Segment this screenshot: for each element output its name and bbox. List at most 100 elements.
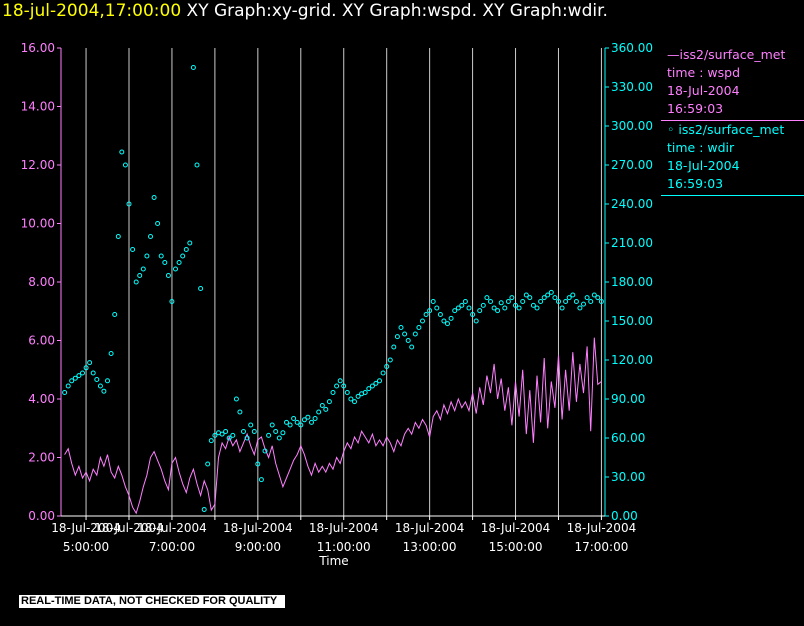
x-tick-date: 18-Jul-2004 <box>567 521 637 535</box>
wdir-point <box>298 422 304 428</box>
wdir-point <box>455 305 461 311</box>
wdir-point <box>294 419 300 425</box>
wdir-point <box>119 149 125 155</box>
wdir-point <box>581 301 586 307</box>
wdir-point <box>226 435 232 441</box>
wdir-point <box>470 312 476 317</box>
y-right-tick-label: 240.00 <box>611 197 653 211</box>
wdir-point <box>237 409 243 415</box>
wdir-point <box>72 375 78 381</box>
legend: —iss2/surface_met time : wspd 18-Jul-200… <box>661 46 804 196</box>
wdir-point <box>513 302 518 308</box>
y-left-tick-label: 8.00 <box>28 275 55 289</box>
wdir-point <box>598 299 604 304</box>
wdir-point <box>126 201 132 207</box>
wdir-point <box>452 308 458 314</box>
chart-title: 18-jul-2004,17:00:00 XY Graph:xy-grid. X… <box>2 1 608 21</box>
y-left-tick-label: 4.00 <box>28 392 55 406</box>
wdir-point <box>76 373 82 379</box>
x-tick-time: 15:00:00 <box>489 540 543 554</box>
wdir-point <box>180 253 186 259</box>
wdir-point <box>409 344 415 350</box>
wdir-point <box>563 299 569 304</box>
wdir-point <box>80 370 85 376</box>
axes <box>57 47 609 520</box>
wdir-point <box>394 334 400 340</box>
wdir-point <box>420 318 425 324</box>
wdir-point <box>291 416 297 421</box>
y-right-tick-label: 300.00 <box>611 119 653 133</box>
wdir-point <box>530 302 536 308</box>
y-right-tick-label: 360.00 <box>611 41 653 55</box>
wdir-point <box>212 432 218 438</box>
wdir-point <box>115 234 121 239</box>
x-tick-date: 18-Jul-2004 <box>223 521 293 535</box>
wdir-point <box>473 318 479 324</box>
wdir-point <box>548 289 554 295</box>
wspd-line <box>64 337 602 515</box>
axis-labels: 18-Jul-20045:00:0018-Jul-200418-Jul-2004… <box>21 41 653 568</box>
wdir-point <box>151 195 157 200</box>
wdir-point <box>241 429 246 434</box>
wdir-point <box>140 266 146 272</box>
legend-wdir-time: 16:59:03 <box>667 176 724 191</box>
wdir-point <box>556 299 561 304</box>
wdir-point <box>369 383 375 389</box>
legend-wdir-var: time : wdir <box>667 140 735 155</box>
wdir-point <box>566 295 572 301</box>
wdir-point <box>584 295 590 301</box>
wdir-point <box>122 162 128 168</box>
legend-wspd-date: 18-Jul-2004 <box>667 83 740 98</box>
wdir-point <box>223 429 229 434</box>
y-right-tick-label: 270.00 <box>611 158 653 172</box>
wdir-point <box>69 378 75 384</box>
wdir-point <box>219 431 225 437</box>
x-axis-label: Time <box>318 554 348 568</box>
x-tick-time: 5:00:00 <box>63 540 109 554</box>
wdir-point <box>83 365 89 371</box>
title-graph-list: XY Graph:xy-grid. XY Graph:wspd. XY Grap… <box>186 1 608 21</box>
wdir-point <box>341 383 347 389</box>
wdir-point <box>330 390 336 395</box>
wdir-point <box>248 422 254 428</box>
wdir-point <box>480 302 486 308</box>
wdir-point <box>90 370 96 376</box>
wdir-point <box>416 325 422 330</box>
wdir-point <box>509 295 515 301</box>
wdir-point <box>301 417 307 423</box>
wdir-point <box>491 305 497 311</box>
wdir-point <box>398 325 404 330</box>
wdir-point <box>87 360 93 366</box>
wspd-series <box>64 337 602 515</box>
wdir-point <box>348 396 354 402</box>
wdir-point <box>577 305 583 311</box>
wdir-point <box>516 305 522 311</box>
wdir-point <box>344 390 350 395</box>
wdir-point <box>484 295 490 301</box>
y-left-tick-label: 10.00 <box>21 217 55 231</box>
y-right-tick-label: 120.00 <box>611 353 653 367</box>
wdir-point <box>502 305 508 311</box>
legend-wspd-var: time : wspd <box>667 65 741 80</box>
wdir-point <box>162 260 168 265</box>
y-right-tick-label: 210.00 <box>611 236 653 250</box>
y-right-tick-label: 60.00 <box>611 431 645 445</box>
legend-wspd-source: —iss2/surface_met <box>667 47 786 62</box>
wdir-point <box>520 299 526 304</box>
legend-wdir-source: ◦ iss2/surface_met <box>667 122 785 137</box>
wdir-point <box>94 377 100 382</box>
wdir-point <box>559 305 565 311</box>
wdir-point <box>362 390 368 395</box>
legend-separator <box>661 195 804 196</box>
y-left-tick-label: 12.00 <box>21 158 55 172</box>
wdir-point <box>366 386 372 392</box>
wdir-point <box>262 448 268 454</box>
wdir-point <box>427 308 433 314</box>
legend-wspd-time: 16:59:03 <box>667 101 724 116</box>
wdir-point <box>255 461 261 467</box>
wdir-point <box>505 299 511 304</box>
wdir-point <box>326 399 332 405</box>
wdir-point <box>384 364 390 369</box>
y-right-tick-label: 0.00 <box>611 509 638 523</box>
y-left-tick-label: 14.00 <box>21 100 55 114</box>
